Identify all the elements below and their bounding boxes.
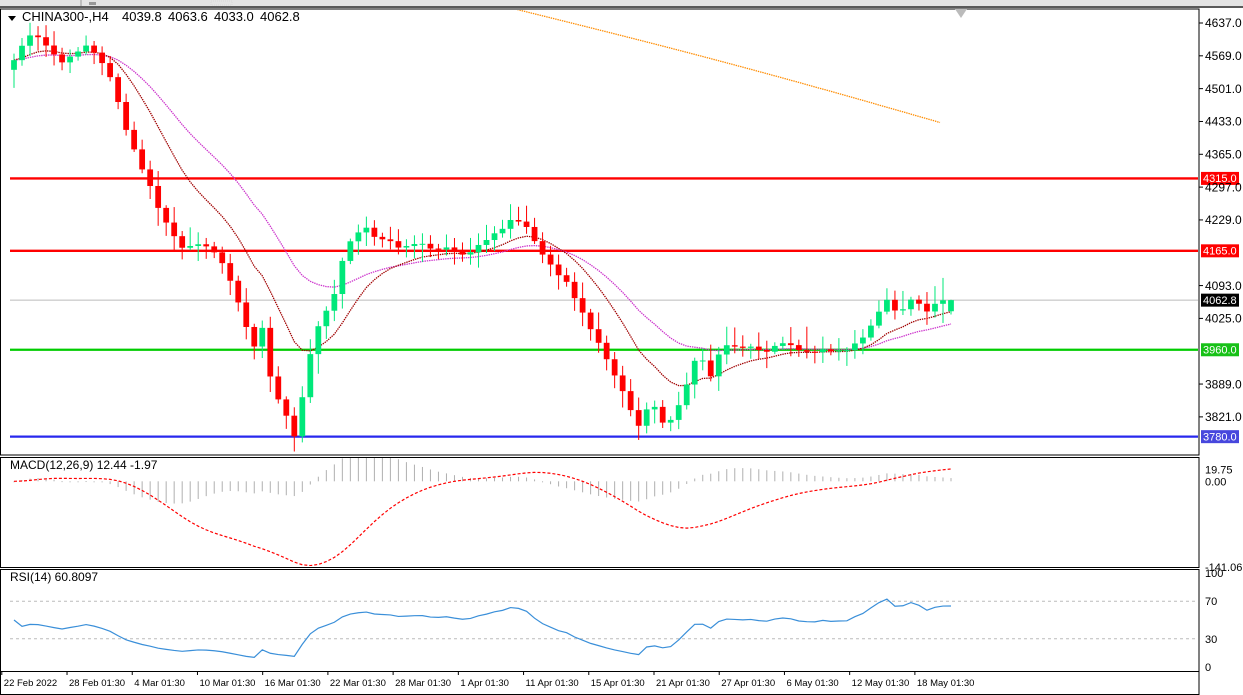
- svg-text:4063.6: 4063.6: [168, 9, 208, 24]
- svg-text:1 Apr 01:30: 1 Apr 01:30: [460, 678, 509, 689]
- svg-text:12 May 01:30: 12 May 01:30: [852, 678, 910, 689]
- svg-text:4365.0: 4365.0: [1205, 147, 1242, 161]
- svg-text:4501.0: 4501.0: [1205, 82, 1242, 96]
- svg-text:22 Feb 2022: 22 Feb 2022: [4, 678, 57, 689]
- svg-text:27 Apr 01:30: 27 Apr 01:30: [721, 678, 775, 689]
- svg-text:0.00: 0.00: [1205, 476, 1226, 488]
- svg-text:4062.8: 4062.8: [260, 9, 300, 24]
- svg-text:4 Mar 01:30: 4 Mar 01:30: [134, 678, 185, 689]
- svg-text:28 Mar 01:30: 28 Mar 01:30: [395, 678, 451, 689]
- svg-text:28 Feb 01:30: 28 Feb 01:30: [69, 678, 125, 689]
- svg-text:3780.0: 3780.0: [1203, 431, 1237, 443]
- svg-text:4093.0: 4093.0: [1205, 279, 1242, 293]
- svg-text:21 Apr 01:30: 21 Apr 01:30: [656, 678, 710, 689]
- svg-text:4229.0: 4229.0: [1205, 213, 1242, 227]
- svg-text:RSI(14) 60.8097: RSI(14) 60.8097: [10, 570, 98, 584]
- svg-text:4033.0: 4033.0: [214, 9, 254, 24]
- svg-text:22 Mar 01:30: 22 Mar 01:30: [330, 678, 386, 689]
- svg-text:18 May 01:30: 18 May 01:30: [917, 678, 975, 689]
- svg-text:6 May 01:30: 6 May 01:30: [786, 678, 838, 689]
- svg-text:15 Apr 01:30: 15 Apr 01:30: [591, 678, 645, 689]
- svg-text:4039.8: 4039.8: [122, 9, 162, 24]
- svg-text:4637.0: 4637.0: [1205, 16, 1242, 30]
- svg-text:4062.8: 4062.8: [1203, 295, 1237, 307]
- svg-text:16 Mar 01:30: 16 Mar 01:30: [265, 678, 321, 689]
- svg-text:CHINA300-,H4: CHINA300-,H4: [22, 9, 109, 24]
- svg-text:4025.0: 4025.0: [1205, 312, 1242, 326]
- svg-text:19.75: 19.75: [1205, 464, 1233, 476]
- svg-text:4569.0: 4569.0: [1205, 49, 1242, 63]
- svg-text:MACD(12,26,9) 12.44 -1.97: MACD(12,26,9) 12.44 -1.97: [10, 458, 158, 472]
- svg-text:4297.0: 4297.0: [1205, 180, 1242, 194]
- svg-text:3960.0: 3960.0: [1203, 345, 1237, 357]
- svg-text:70: 70: [1205, 596, 1217, 608]
- svg-text:100: 100: [1205, 568, 1223, 580]
- svg-text:4433.0: 4433.0: [1205, 115, 1242, 129]
- svg-text:10 Mar 01:30: 10 Mar 01:30: [199, 678, 255, 689]
- svg-text:4165.0: 4165.0: [1203, 246, 1237, 258]
- svg-text:30: 30: [1205, 634, 1217, 646]
- svg-text:0: 0: [1205, 662, 1211, 674]
- svg-text:3889.0: 3889.0: [1205, 377, 1242, 391]
- svg-text:3821.0: 3821.0: [1205, 410, 1242, 424]
- svg-text:11 Apr 01:30: 11 Apr 01:30: [526, 678, 579, 689]
